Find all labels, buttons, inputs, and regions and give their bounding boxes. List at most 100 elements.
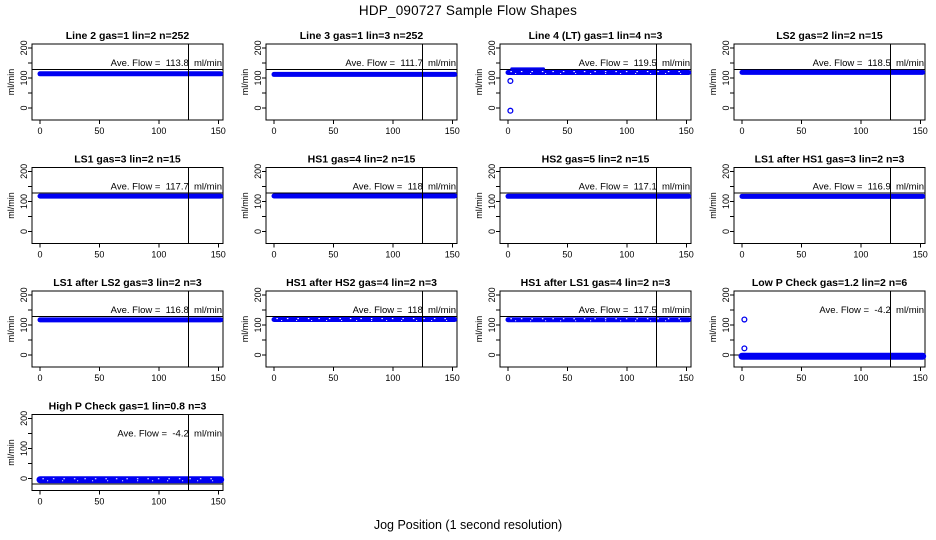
subplot-title: Low P Check gas=1.2 lin=2 n=6: [752, 277, 907, 289]
x-tick-label: 100: [151, 126, 166, 136]
subplot-ls1-after-ls2-gas-3-lin-2-n-3: LS1 after LS2 gas=3 lin=2 n=3 0 100 200 ml/m…: [6, 277, 226, 383]
x-tick-label: 50: [562, 250, 572, 260]
y-tick-label: 200: [19, 40, 29, 55]
plot-box: [31, 414, 224, 491]
y-tick-label: 100: [19, 194, 29, 209]
subplot-title: HS1 after LS1 gas=4 lin=2 n=3: [521, 277, 671, 289]
y-tick-label: 200: [19, 287, 29, 302]
figure-title: HDP_090727 Sample Flow Shapes: [358, 3, 578, 18]
y-tick-label: 200: [721, 287, 731, 302]
x-tick-label: 150: [445, 250, 460, 260]
y-tick-label: 200: [253, 164, 263, 179]
subplot-title: LS1 gas=3 lin=2 n=15: [74, 154, 181, 166]
ave-flow-annotation: Ave. Flow = 118.5 ml/min: [813, 58, 924, 69]
subplot-ls1-after-hs1-gas-3-lin-2-n-3: LS1 after HS1 gas=3 lin=2 n=3 0 100 200 ml/m…: [708, 154, 928, 260]
plot-box: [31, 167, 224, 244]
x-tick-label: 150: [211, 126, 226, 136]
x-tick-label: 150: [679, 126, 694, 136]
y-tick-label: 200: [19, 411, 29, 426]
ave-flow-annotation: Ave. Flow = 116.8 ml/min: [111, 305, 222, 316]
x-tick-label: 50: [796, 250, 806, 260]
y-tick-label: 0: [253, 229, 263, 234]
subplot-title: Line 3 gas=1 lin=3 n=252: [300, 30, 424, 42]
x-tick-label: 50: [796, 373, 806, 383]
ave-flow-annotation: Ave. Flow = 118 ml/min: [353, 181, 456, 192]
x-tick-label: 50: [328, 250, 338, 260]
x-tick-label: 50: [94, 497, 104, 507]
x-tick-label: 0: [37, 126, 42, 136]
y-tick-label: 0: [487, 229, 497, 234]
outlier-point: [741, 316, 748, 323]
y-axis-title: ml/min: [708, 192, 718, 219]
subplot-ls1-gas-3-lin-2-n-15: LS1 gas=3 lin=2 n=15 0 100 200 ml/min 0 50 100 1…: [6, 154, 226, 260]
y-axis-title: ml/min: [6, 69, 16, 96]
x-tick-label: 150: [913, 373, 928, 383]
x-tick-label: 150: [679, 250, 694, 260]
y-tick-label: 0: [487, 352, 497, 357]
ave-flow-annotation: Ave. Flow = 119.5 ml/min: [579, 58, 690, 69]
y-axis-title: ml/min: [240, 316, 250, 343]
y-axis-title: ml/min: [708, 316, 718, 343]
x-tick-label: 100: [151, 373, 166, 383]
y-tick-label: 100: [487, 317, 497, 332]
y-tick-label: 100: [19, 70, 29, 85]
x-tick-label: 0: [37, 497, 42, 507]
plot-box: [733, 43, 926, 121]
y-axis-title: ml/min: [240, 192, 250, 219]
x-tick-label: 100: [151, 497, 166, 507]
y-tick-label: 100: [253, 194, 263, 209]
subplot-hs1-after-ls1-gas-4-lin-2-n-3: HS1 after LS1 gas=4 lin=2 n=3 0 100 200 ml/m…: [474, 277, 694, 383]
x-tick-label: 150: [211, 373, 226, 383]
y-tick-label: 100: [721, 317, 731, 332]
y-tick-label: 0: [721, 352, 731, 357]
subplot-title: LS1 after LS2 gas=3 lin=2 n=3: [53, 277, 202, 289]
ave-flow-annotation: Ave. Flow = 113.8 ml/min: [111, 58, 222, 69]
y-tick-label: 200: [487, 164, 497, 179]
x-tick-label: 150: [679, 373, 694, 383]
x-tick-label: 0: [271, 373, 276, 383]
subplot-title: HS1 after HS2 gas=4 lin=2 n=3: [286, 277, 437, 289]
y-tick-label: 200: [19, 164, 29, 179]
subplot-title: HS2 gas=5 lin=2 n=15: [542, 154, 650, 166]
y-tick-label: 100: [487, 70, 497, 85]
subplot-title: Line 2 gas=1 lin=2 n=252: [66, 30, 190, 42]
y-tick-label: 100: [253, 317, 263, 332]
y-axis-title: ml/min: [474, 316, 484, 343]
y-tick-label: 200: [253, 40, 263, 55]
plot-box: [499, 43, 692, 121]
subplot-hs1-after-hs2-gas-4-lin-2-n-3: HS1 after HS2 gas=4 lin=2 n=3 0 100 200 ml/m…: [240, 277, 460, 383]
x-tick-label: 100: [619, 373, 634, 383]
x-tick-label: 100: [853, 250, 868, 260]
y-axis-title: ml/min: [474, 69, 484, 96]
x-tick-label: 100: [619, 250, 634, 260]
y-tick-label: 200: [487, 40, 497, 55]
subplot-title: High P Check gas=1 lin=0.8 n=3: [49, 401, 207, 413]
x-tick-label: 100: [385, 126, 400, 136]
plot-box: [265, 167, 458, 244]
y-axis-title: ml/min: [6, 439, 16, 466]
x-tick-label: 0: [37, 250, 42, 260]
x-tick-label: 100: [853, 126, 868, 136]
plot-box: [733, 290, 926, 368]
subplot-hs1-gas-4-lin-2-n-15: HS1 gas=4 lin=2 n=15 0 100 200 ml/min 0 50 100 1…: [240, 154, 460, 260]
outlier-point: [741, 345, 748, 352]
y-tick-label: 100: [721, 70, 731, 85]
x-tick-label: 100: [151, 250, 166, 260]
x-tick-label: 150: [211, 250, 226, 260]
outlier-point: [507, 77, 514, 84]
subplot-title: LS1 after HS1 gas=3 lin=2 n=3: [755, 154, 905, 166]
subplot-line-2-gas-1-lin-2-n-252: Line 2 gas=1 lin=2 n=252 0 100 200 ml/min 0 50…: [6, 30, 226, 136]
y-tick-label: 200: [721, 40, 731, 55]
ave-flow-annotation: Ave. Flow = 117.5 ml/min: [579, 305, 690, 316]
subplot-high-p-check-gas-1-lin-0-8-n-3: High P Check gas=1 lin=0.8 n=3 0 100 200 ml/…: [6, 401, 226, 507]
x-tick-label: 50: [94, 126, 104, 136]
x-tick-label: 150: [445, 373, 460, 383]
y-tick-label: 100: [19, 441, 29, 456]
ave-flow-annotation: Ave. Flow = -4.2 ml/min: [117, 428, 222, 439]
x-tick-label: 0: [271, 126, 276, 136]
y-axis-title: ml/min: [6, 316, 16, 343]
y-tick-label: 0: [19, 229, 29, 234]
x-tick-label: 50: [796, 126, 806, 136]
